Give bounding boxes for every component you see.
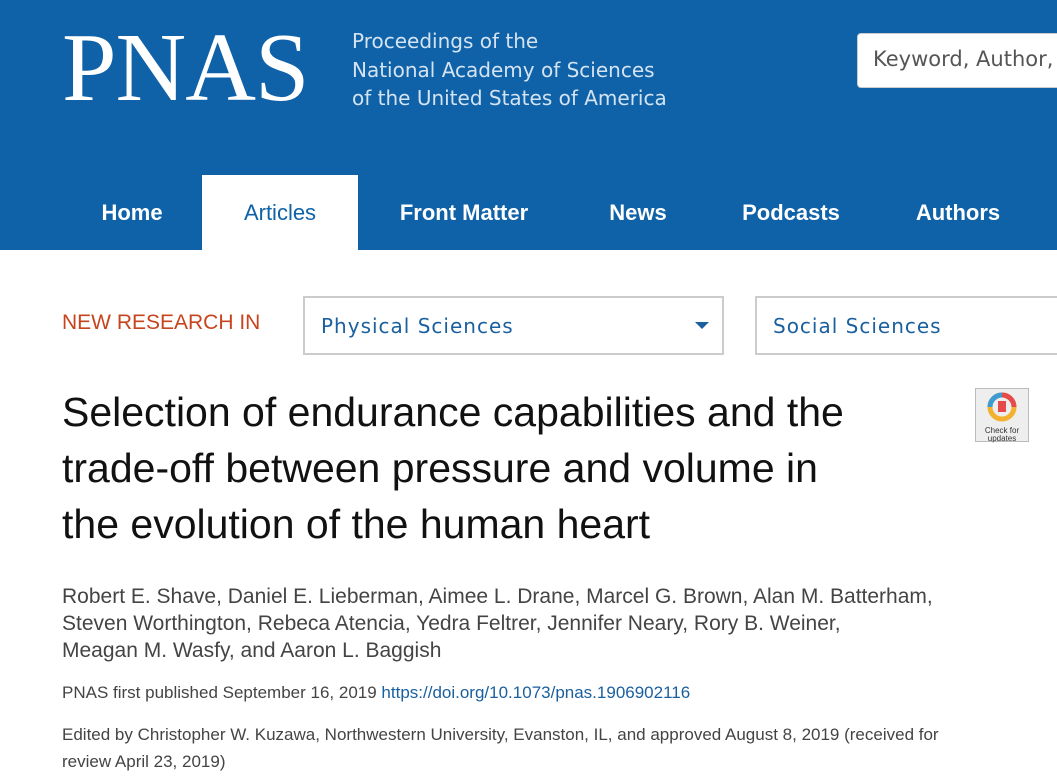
article-title: the evolution of the human heart — [62, 501, 651, 547]
badge-icon — [987, 392, 1017, 422]
header: PNAS Proceedings of the National Academy… — [0, 0, 1057, 250]
doi-link[interactable]: https://doi.org/10.1073/pnas.1906902116 — [381, 683, 691, 702]
badge-text: Check for — [984, 426, 1020, 435]
nav-item[interactable]: Home — [101, 200, 163, 225]
nav-item[interactable]: Podcasts — [742, 200, 840, 225]
nav-item[interactable]: Articles — [202, 175, 358, 250]
search-box[interactable]: Keyword, Author, — [857, 33, 1057, 88]
new-research-label: NEW RESEARCH IN — [62, 311, 261, 334]
nav-item[interactable]: Authors — [915, 200, 1001, 225]
authors: Robert E. Shave, Daniel E. Lieberman, Ai… — [62, 585, 933, 608]
dropdown-arrow — [695, 322, 709, 329]
logo[interactable]: PNAS — [62, 14, 310, 122]
nav-item[interactable]: Front Matter — [399, 200, 529, 225]
dropdown-text: Social Sciences — [773, 314, 942, 338]
search-placeholder: Keyword, Author, — [873, 47, 1054, 71]
check-updates-badge[interactable]: Check for updates — [975, 388, 1029, 443]
tagline: of the United States of America — [352, 86, 667, 110]
dropdown[interactable]: Social Sciences — [755, 296, 1057, 355]
published-date: PNAS first published September 16, 2019 — [62, 683, 377, 702]
edited: Edited by Christopher W. Kuzawa, Northwe… — [62, 725, 939, 744]
article-title: trade-off between pressure and volume in — [62, 445, 818, 491]
tagline: National Academy of Sciences — [352, 58, 655, 82]
badge-text: updates — [987, 434, 1017, 443]
published: PNAS first published September 16, 2019 … — [62, 683, 690, 703]
nav-item[interactable]: News — [609, 200, 667, 225]
authors: Steven Worthington, Rebeca Atencia, Yedr… — [62, 612, 841, 635]
edited: review April 23, 2019) — [62, 752, 226, 771]
authors: Meagan M. Wasfy, and Aaron L. Baggish — [62, 639, 442, 662]
article-title: Selection of endurance capabilities and … — [62, 389, 844, 435]
dropdown[interactable]: Physical Sciences — [303, 296, 724, 355]
tagline: Proceedings of the — [352, 29, 539, 53]
dropdown-text: Physical Sciences — [321, 314, 514, 338]
